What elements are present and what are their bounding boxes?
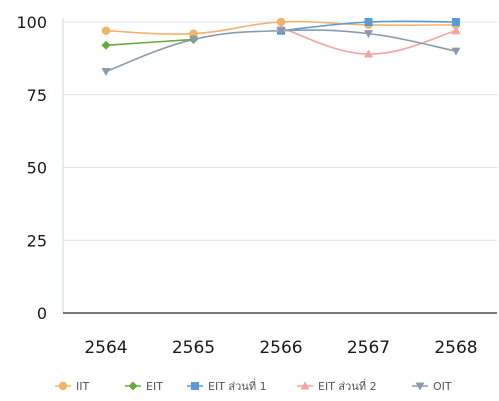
data-point-oit-4: [189, 35, 198, 44]
x-tick-label: 2565: [172, 338, 215, 358]
y-tick-label: 100: [16, 13, 47, 32]
legend-label: OIT: [433, 380, 452, 393]
legend-label: IIT: [76, 380, 89, 393]
y-tick-label: 75: [27, 86, 47, 105]
x-axis-ticks: 2564 2565 2566 2567 2568: [84, 338, 477, 358]
data-point-eit-1-2: [452, 18, 460, 26]
legend-item: EIT ส่วนที่ 1: [187, 378, 267, 393]
data-point-iit-0: [101, 26, 111, 35]
data-point-oit-4: [276, 27, 286, 36]
data-point-eit-2-3: [364, 49, 373, 58]
legend-marker: [300, 381, 310, 390]
series-line-oit-4: [105, 29, 457, 73]
data-point-oit-4: [364, 30, 373, 39]
legend-label: EIT ส่วนที่ 2: [318, 378, 377, 393]
data-point-eit-1: [101, 40, 111, 50]
data-point-iit-0: [189, 29, 198, 38]
y-tick-label: 25: [27, 231, 47, 250]
legend-item: IIT: [55, 380, 89, 393]
data-point-iit-0: [276, 17, 286, 27]
series-line-eit-1: [105, 38, 194, 47]
legend-label: EIT ส่วนที่ 1: [208, 378, 267, 393]
y-axis-ticks: 0 25 50 75 100: [16, 13, 47, 323]
y-tick-label: 0: [37, 304, 47, 323]
legend-marker: [191, 382, 199, 390]
data-point-oit-4: [101, 67, 111, 76]
legend-item: EIT: [125, 380, 163, 393]
data-point-eit-2-3: [451, 26, 461, 35]
legend-marker: [128, 381, 138, 391]
legend-marker: [415, 382, 425, 391]
chart-legend: IIT EIT EIT ส่วนที่ 1 EIT ส่วนที่ 2 OIT: [55, 378, 452, 393]
legend-item: OIT: [412, 380, 452, 393]
legend-item: EIT ส่วนที่ 2: [297, 378, 377, 393]
x-tick-label: 2568: [434, 338, 477, 358]
data-point-oit-4: [451, 47, 461, 56]
data-point-eit-1-2: [364, 18, 373, 26]
x-tick-label: 2566: [259, 338, 302, 358]
x-tick-label: 2564: [84, 338, 127, 358]
y-tick-label: 50: [27, 159, 47, 178]
legend-label: EIT: [146, 380, 163, 393]
legend-marker: [58, 381, 68, 391]
series-markers: [101, 17, 461, 76]
chart-axes: [62, 18, 497, 314]
x-tick-label: 2567: [347, 338, 390, 358]
chart-grid: [63, 21, 497, 241]
